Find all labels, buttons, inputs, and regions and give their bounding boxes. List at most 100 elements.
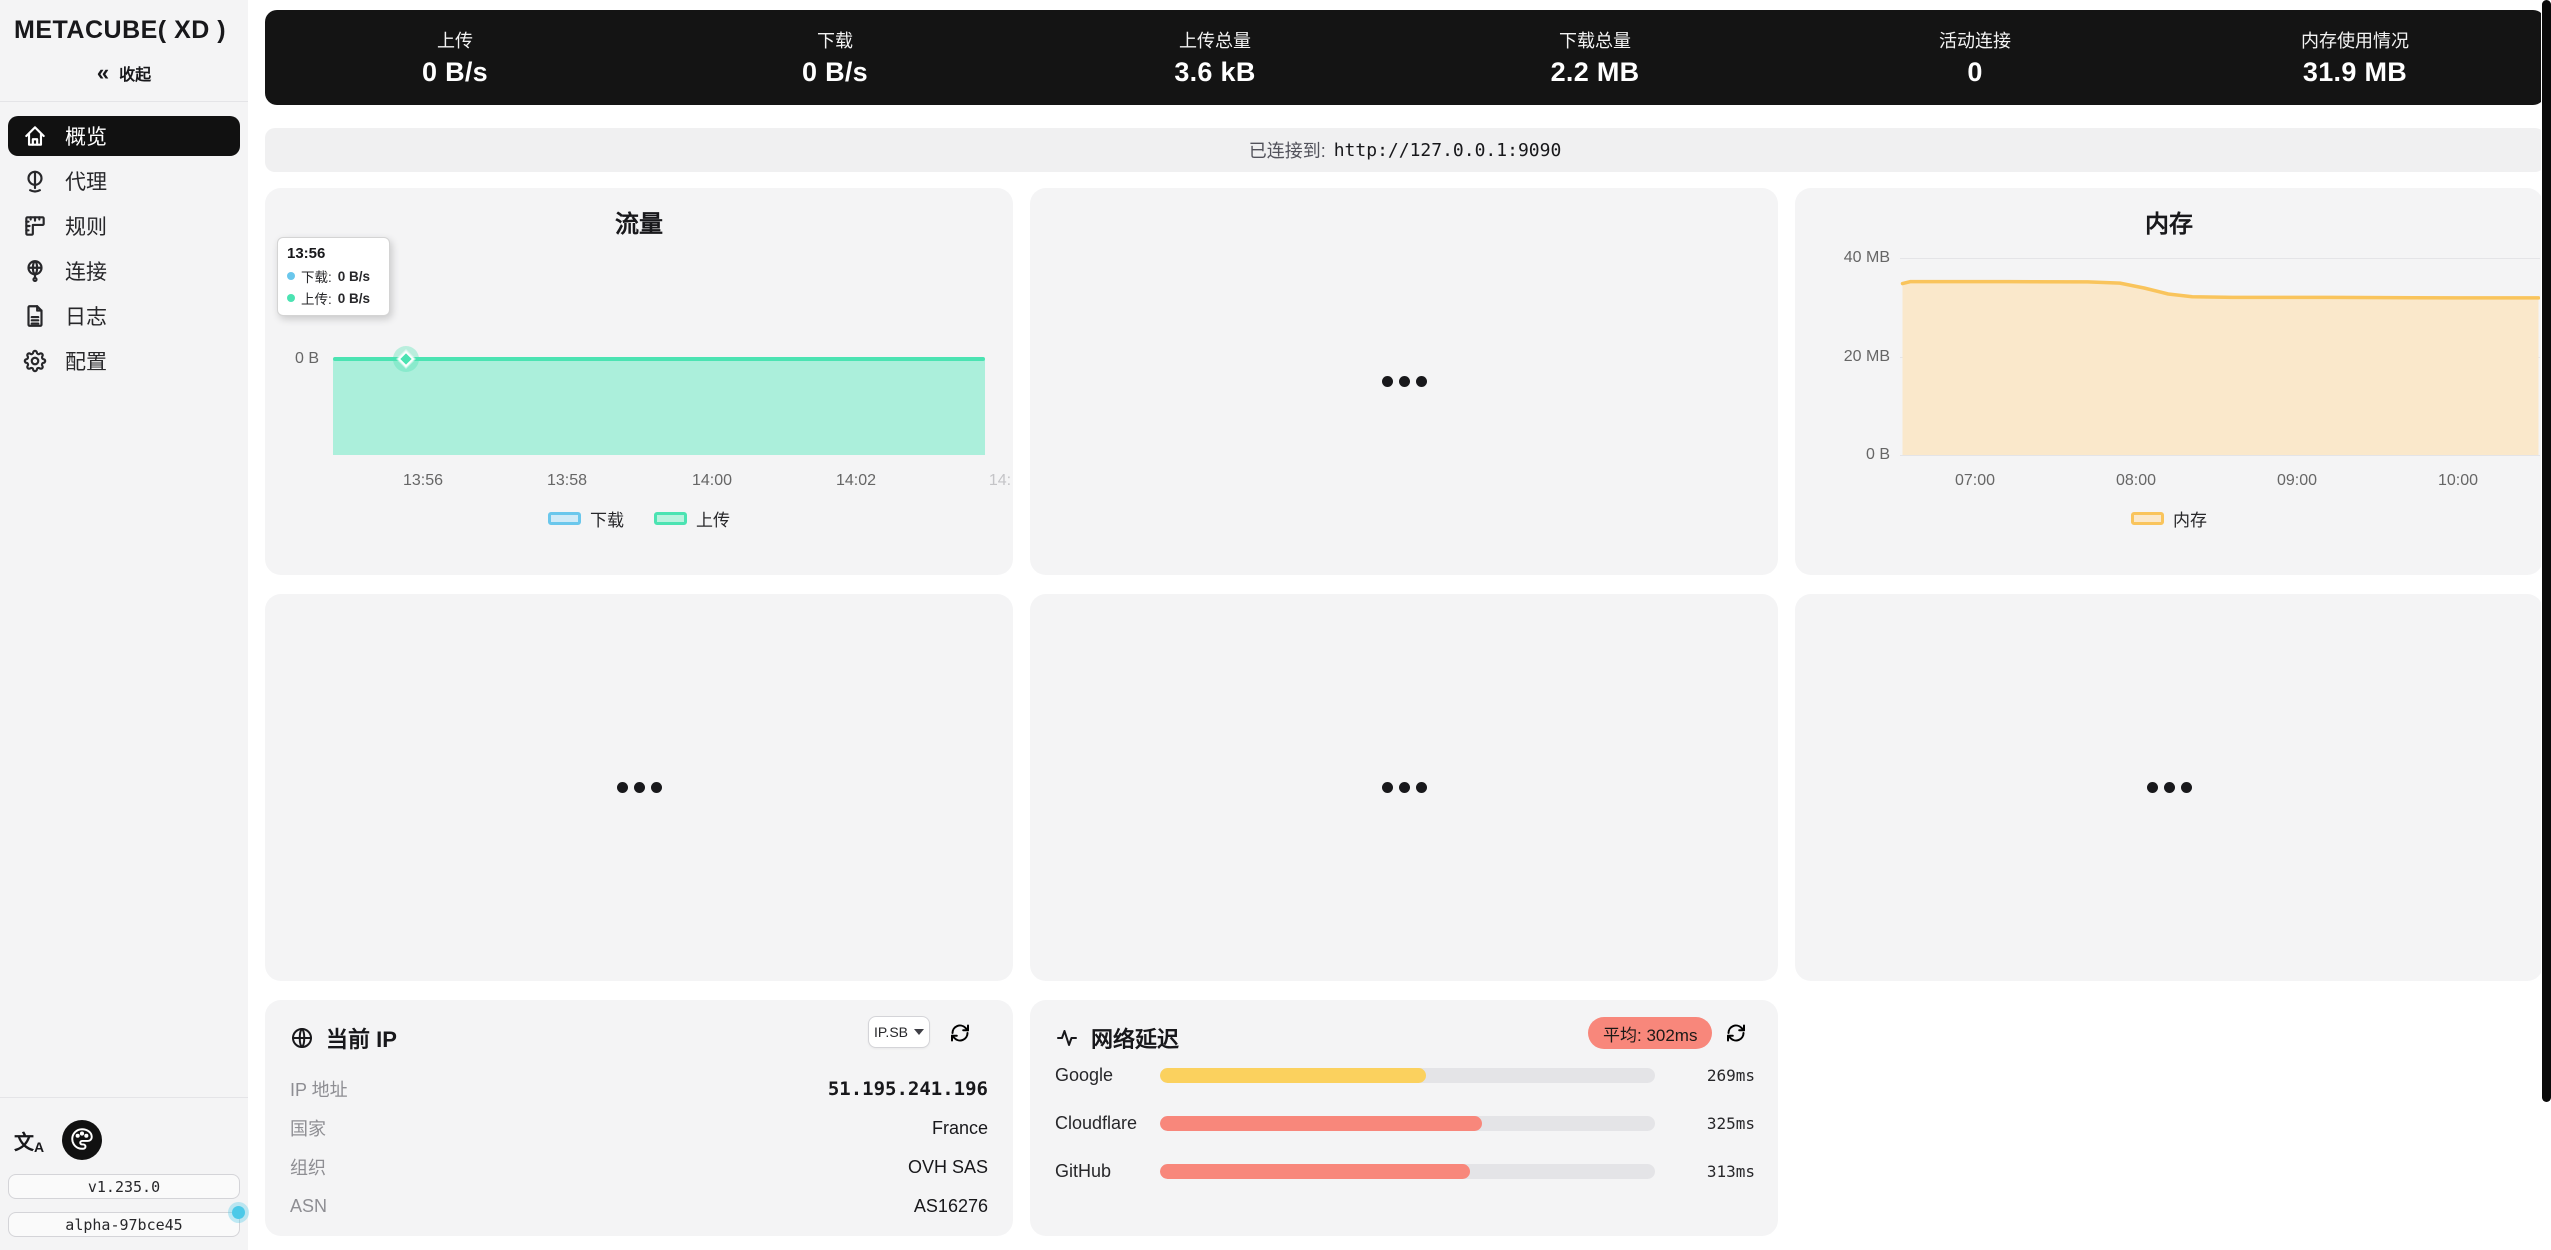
latency-row-google: Google 269ms	[1055, 1064, 1755, 1085]
file-text-icon	[22, 303, 48, 329]
memory-card: 内存 40 MB 20 MB 0 B 07:00 08:00 09:00 10:…	[1795, 188, 2543, 575]
latency-bar-track	[1160, 1163, 1655, 1179]
traffic-legend: 下载 上传	[265, 506, 1013, 531]
loading-card	[265, 594, 1013, 981]
chart-tooltip: 13:56 下载: 0 B/s 上传: 0 B/s	[277, 237, 390, 316]
memory-chart-plot	[1900, 279, 2540, 455]
legend-swatch	[548, 512, 581, 525]
memory-y-tick: 20 MB	[1843, 348, 1890, 365]
latency-bar-fill	[1160, 1067, 1427, 1083]
current-ip-card: 当前 IP IP.SB IP 地址 51.195.241.196 国家 Fran…	[265, 1000, 1013, 1236]
traffic-zero-line	[333, 357, 985, 361]
sidebar-item-label: 规则	[65, 216, 107, 239]
legend-item-download[interactable]: 下载	[548, 506, 624, 531]
stat-upload: 上传 0 B/s	[421, 31, 489, 87]
sidebar-collapse-button[interactable]: « 收起	[0, 53, 248, 93]
sidebar-item-rules[interactable]: 规则	[8, 206, 240, 246]
divider	[0, 1097, 248, 1098]
traffic-x-tick: 14:02	[835, 472, 877, 489]
caret-down-icon	[914, 1029, 924, 1035]
latency-bar-fill	[1160, 1163, 1470, 1179]
home-icon	[22, 123, 48, 149]
gear-icon	[22, 348, 48, 374]
scrollbar-thumb[interactable]	[2542, 0, 2551, 1102]
sidebar-item-label: 代理	[65, 171, 107, 194]
traffic-x-tick: 14:00	[691, 472, 733, 489]
loading-card	[1030, 594, 1778, 981]
ip-address-value: 51.195.241.196	[827, 1078, 988, 1100]
sidebar-item-label: 日志	[65, 306, 107, 329]
globe-stand-icon	[22, 168, 48, 194]
backend-url: http://127.0.0.1:9090	[1333, 139, 1562, 161]
stat-download-total: 下载总量 2.2 MB	[1550, 31, 1640, 87]
connected-label: 已连接到:	[1248, 141, 1326, 161]
latency-bar-fill	[1160, 1115, 1482, 1131]
asn-value: AS16276	[913, 1195, 988, 1216]
legend-swatch	[654, 512, 687, 525]
country-value: France	[931, 1117, 988, 1138]
ip-card-title: 当前 IP	[326, 1027, 397, 1052]
translate-icon: 文	[14, 1131, 34, 1154]
average-latency-badge: 平均: 302ms	[1588, 1017, 1713, 1049]
organization-value: OVH SAS	[907, 1156, 988, 1177]
sidebar-item-logs[interactable]: 日志	[8, 296, 240, 336]
chevrons-left-icon: «	[96, 60, 110, 85]
traffic-card: 流量 0 B 13:56 13:58 14:00 14:02 14: 下载 上传…	[265, 188, 1013, 575]
memory-y-tick: 0 B	[1865, 446, 1890, 463]
sidebar-menu: 概览 代理 规则 连接 日志	[0, 110, 248, 387]
latency-row-cloudflare: Cloudflare 325ms	[1055, 1112, 1755, 1133]
traffic-x-tick: 14:	[988, 472, 1012, 489]
sidebar-item-proxies[interactable]: 代理	[8, 161, 240, 201]
theme-palette-button[interactable]	[62, 1120, 103, 1160]
sidebar: METACUBE( XD ) « 收起 概览 代理 规则	[0, 0, 248, 1250]
latency-card-title: 网络延迟	[1091, 1027, 1180, 1052]
loading-dots-icon	[1381, 376, 1427, 387]
ip-row: IP 地址 51.195.241.196	[290, 1078, 988, 1100]
loading-dots-icon	[616, 782, 662, 793]
palette-icon	[69, 1126, 95, 1155]
world-network-icon	[22, 258, 48, 284]
network-latency-card: 网络延迟 平均: 302ms Google 269ms Cloudflare 3…	[1030, 1000, 1778, 1236]
traffic-area-fill	[333, 359, 985, 455]
stats-bar: 上传 0 B/s 下载 0 B/s 上传总量 3.6 kB 下载总量 2.2 M…	[265, 10, 2545, 105]
sidebar-item-overview[interactable]: 概览	[8, 116, 240, 156]
tooltip-row-download: 下载: 0 B/s	[287, 266, 380, 286]
sidebar-item-label: 连接	[65, 261, 107, 284]
collapse-label: 收起	[119, 67, 152, 84]
ip-refresh-button[interactable]	[948, 1020, 974, 1046]
latency-bar-track	[1160, 1067, 1655, 1083]
legend-swatch	[2131, 512, 2164, 525]
memory-chart-title: 内存	[2145, 211, 2193, 238]
gridline	[1900, 258, 2540, 259]
connected-banner: 已连接到: http://127.0.0.1:9090	[265, 128, 2545, 172]
traffic-x-tick: 13:56	[402, 472, 444, 489]
loading-dots-icon	[2146, 782, 2192, 793]
ip-row: 国家 France	[290, 1117, 988, 1140]
memory-x-tick: 09:00	[2276, 472, 2318, 489]
build-button[interactable]: alpha-97bce45	[8, 1206, 245, 1237]
latency-row-github: GitHub 313ms	[1055, 1160, 1755, 1181]
sidebar-item-connections[interactable]: 连接	[8, 251, 240, 291]
update-indicator-dot	[232, 1206, 245, 1219]
memory-y-tick: 40 MB	[1843, 249, 1890, 266]
traffic-chart-title: 流量	[615, 211, 663, 238]
tooltip-time: 13:56	[287, 245, 326, 262]
series-dot	[287, 294, 295, 302]
legend-item-upload[interactable]: 上传	[654, 506, 730, 531]
version-button[interactable]: v1.235.0	[8, 1174, 240, 1199]
ip-row: 组织 OVH SAS	[290, 1156, 988, 1179]
stat-active-connections: 活动连接 0	[1939, 31, 2011, 87]
ruler-icon	[22, 213, 48, 239]
latency-bar-track	[1160, 1115, 1655, 1131]
sidebar-item-config[interactable]: 配置	[8, 341, 240, 381]
series-dot	[287, 272, 295, 280]
scrollbar-track[interactable]	[2541, 0, 2551, 1250]
sidebar-item-label: 配置	[65, 351, 107, 374]
legend-item-memory[interactable]: 内存	[2131, 506, 2207, 531]
latency-refresh-button[interactable]	[1724, 1020, 1750, 1046]
ip-provider-select[interactable]: IP.SB	[868, 1016, 930, 1048]
app-title: METACUBE( XD )	[14, 16, 227, 44]
ip-row: ASN AS16276	[290, 1195, 988, 1216]
